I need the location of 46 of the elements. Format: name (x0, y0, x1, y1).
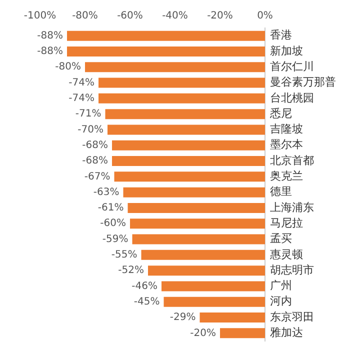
x-tick-label: -40% (162, 10, 188, 22)
y-tick-label: 孟买 (270, 232, 292, 246)
y-tick-label: 北京首都 (270, 154, 314, 167)
data-label: -70% (78, 124, 104, 136)
y-tick-label: 雅加达 (270, 326, 303, 340)
data-label: -29% (170, 312, 196, 324)
y-tick-label: 新加坡 (270, 44, 303, 58)
y-tick-label: 台北桃园 (270, 91, 314, 104)
y-tick-label: 胡志明市 (270, 263, 314, 276)
x-tick-label: -100% (24, 10, 56, 22)
data-label: -59% (102, 234, 128, 245)
y-tick-label: 马尼拉 (270, 216, 303, 230)
data-label: -61% (98, 202, 124, 214)
y-tick-label: 首尔仁川 (270, 60, 314, 73)
data-label: -20% (190, 328, 216, 339)
data-label: -88% (37, 46, 63, 58)
data-label: -63% (93, 186, 120, 198)
y-tick-label: 悉尼 (269, 106, 292, 120)
data-label: -68% (82, 140, 108, 151)
data-label: -74% (68, 93, 94, 104)
y-tick-label: 上海浦东 (270, 200, 314, 214)
x-tick-label: 0% (257, 10, 273, 22)
x-tick-label: -80% (72, 10, 98, 22)
data-label: -74% (68, 77, 94, 88)
y-tick-label: 东京羽田 (270, 310, 314, 324)
data-label: -45% (134, 296, 160, 308)
y-tick-label: 吉隆坡 (270, 122, 303, 136)
x-tick-label: -60% (117, 10, 143, 22)
x-tick-label: -20% (207, 10, 233, 22)
data-label: -60% (100, 218, 126, 230)
data-label: -80% (55, 62, 81, 73)
y-tick-label: 墨尔本 (270, 138, 303, 152)
y-tick-label: 奥克兰 (270, 170, 303, 183)
y-tick-label: 河内 (270, 294, 292, 308)
y-tick-label: 惠灵顿 (269, 248, 303, 261)
y-tick-label: 德里 (270, 185, 292, 198)
data-label: -71% (75, 108, 102, 120)
data-label: -46% (132, 280, 158, 292)
data-label: -68% (82, 156, 108, 167)
data-label: -88% (37, 30, 63, 42)
data-label: -55% (111, 250, 138, 261)
data-label: -67% (84, 171, 110, 182)
y-tick-label: 香港 (270, 28, 292, 42)
y-tick-label: 广州 (270, 279, 292, 292)
y-tick-label: 曼谷素万那普 (270, 76, 336, 89)
data-label: -52% (118, 265, 144, 276)
